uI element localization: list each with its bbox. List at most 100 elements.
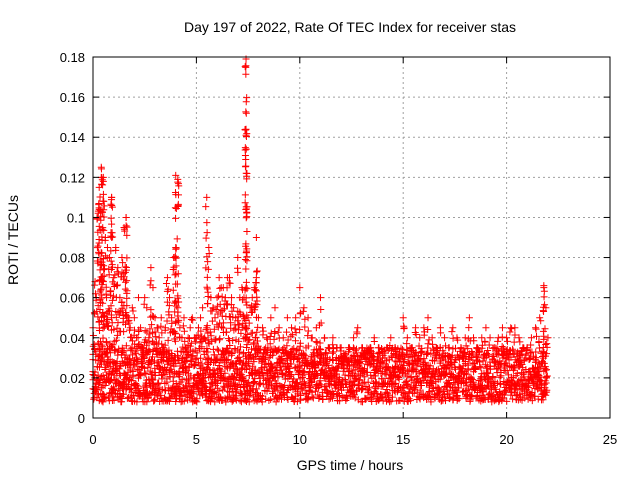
data-point bbox=[108, 203, 116, 211]
data-point bbox=[210, 351, 218, 359]
data-point bbox=[96, 276, 104, 284]
data-point bbox=[152, 346, 160, 354]
data-point bbox=[304, 314, 312, 322]
data-point bbox=[235, 348, 243, 356]
data-point bbox=[142, 370, 150, 378]
data-point bbox=[432, 366, 440, 374]
data-point bbox=[235, 337, 243, 345]
data-point bbox=[455, 384, 463, 392]
data-point bbox=[178, 334, 186, 342]
data-point bbox=[215, 364, 223, 372]
data-point bbox=[316, 339, 324, 347]
data-point bbox=[109, 368, 117, 376]
data-point bbox=[107, 257, 115, 265]
data-point bbox=[140, 364, 148, 372]
data-point bbox=[461, 357, 469, 365]
data-point bbox=[496, 364, 504, 372]
data-point bbox=[241, 191, 249, 199]
data-point bbox=[107, 291, 115, 299]
data-point bbox=[204, 348, 212, 356]
data-point bbox=[299, 307, 307, 315]
data-point bbox=[279, 334, 287, 342]
data-point bbox=[143, 304, 151, 312]
data-point bbox=[275, 324, 283, 332]
data-point bbox=[457, 344, 465, 352]
data-point bbox=[216, 335, 224, 343]
data-point bbox=[179, 322, 187, 330]
data-point bbox=[119, 259, 127, 267]
data-point bbox=[478, 377, 486, 385]
data-point bbox=[308, 388, 316, 396]
data-point bbox=[296, 284, 304, 292]
data-point bbox=[428, 380, 436, 388]
data-point bbox=[199, 304, 207, 312]
data-point bbox=[96, 226, 104, 234]
data-point bbox=[259, 327, 267, 335]
data-point bbox=[390, 381, 398, 389]
data-point bbox=[252, 279, 260, 287]
data-point bbox=[528, 397, 536, 405]
data-point bbox=[240, 312, 248, 320]
data-point bbox=[301, 315, 309, 323]
data-point bbox=[429, 340, 437, 348]
data-point bbox=[466, 396, 474, 404]
data-point bbox=[103, 244, 111, 252]
data-point bbox=[99, 372, 107, 380]
data-point bbox=[150, 397, 158, 405]
data-point bbox=[172, 171, 180, 179]
data-point bbox=[197, 354, 205, 362]
data-point bbox=[321, 350, 329, 358]
data-point bbox=[99, 343, 107, 351]
data-point bbox=[246, 336, 254, 344]
data-point bbox=[481, 338, 489, 346]
y-tick-label: 0.06 bbox=[60, 291, 85, 306]
data-point bbox=[207, 379, 215, 387]
data-point bbox=[141, 294, 149, 302]
data-point bbox=[202, 325, 210, 333]
data-point bbox=[465, 324, 473, 332]
data-point bbox=[212, 305, 220, 313]
data-point bbox=[272, 398, 280, 406]
data-point bbox=[361, 373, 369, 381]
data-point bbox=[467, 392, 475, 400]
data-point bbox=[101, 365, 109, 373]
data-point bbox=[243, 301, 251, 309]
data-point bbox=[468, 348, 476, 356]
data-point bbox=[249, 340, 257, 348]
data-point bbox=[174, 202, 182, 210]
data-point bbox=[161, 326, 169, 334]
data-point bbox=[366, 344, 374, 352]
data-point bbox=[266, 340, 274, 348]
data-point bbox=[209, 394, 217, 402]
data-point bbox=[295, 346, 303, 354]
data-point bbox=[270, 335, 278, 343]
data-point bbox=[264, 344, 272, 352]
data-point bbox=[104, 308, 112, 316]
data-point bbox=[241, 335, 249, 343]
data-point bbox=[243, 94, 251, 102]
data-point bbox=[116, 294, 124, 302]
data-point bbox=[93, 244, 101, 252]
data-point bbox=[126, 355, 134, 363]
data-point bbox=[134, 333, 142, 341]
data-point bbox=[299, 368, 307, 376]
data-point bbox=[110, 385, 118, 393]
data-point bbox=[362, 349, 370, 357]
data-point bbox=[237, 329, 245, 337]
data-point bbox=[471, 365, 479, 373]
data-point bbox=[290, 375, 298, 383]
data-point bbox=[445, 379, 453, 387]
data-point bbox=[180, 327, 188, 335]
data-point bbox=[133, 398, 141, 406]
data-point bbox=[166, 294, 174, 302]
data-point bbox=[164, 358, 172, 366]
data-point bbox=[172, 245, 180, 253]
data-point bbox=[362, 382, 370, 390]
data-point bbox=[120, 328, 128, 336]
data-point bbox=[123, 312, 131, 320]
data-point bbox=[542, 366, 550, 374]
data-point bbox=[452, 365, 460, 373]
data-point bbox=[99, 398, 107, 406]
data-point bbox=[126, 364, 134, 372]
data-point bbox=[242, 70, 250, 78]
